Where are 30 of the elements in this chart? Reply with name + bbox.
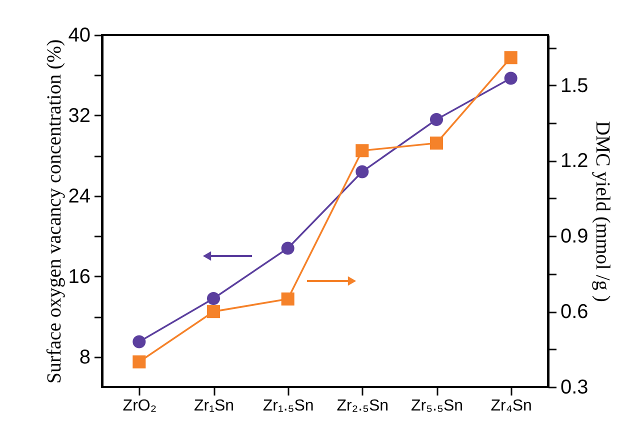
point [504,51,518,64]
point [206,292,220,306]
y2-axis-title: DMC yield (mmol /g ) [591,120,614,302]
y-axis-title: Surface oxygen vacancy concentration (%) [43,39,66,384]
point [504,72,518,85]
y-tick-label: 40 [68,24,90,46]
x-tick-label: Zr₅.₅Sn [410,398,464,414]
y-tick-label: 32 [68,104,90,127]
point [132,335,146,348]
point [356,165,369,178]
point [132,355,146,368]
point [206,305,220,318]
x-tick-label: Zr₁.₅Sn [262,398,314,414]
y2-tick-label: 1.5 [560,74,588,97]
y-tick-label: 16 [68,266,90,288]
x-tick-label: Zr₂.₅Sn [336,398,389,414]
point [430,136,444,150]
point [281,292,294,306]
x-tick-label: Zr₁Sn [194,398,234,414]
y-tick-label: 8 [79,346,90,368]
y2-tick-label: 1.2 [560,150,588,172]
y-tick-label: 24 [68,185,90,208]
point [356,144,369,158]
x-tick-label: Zr₄Sn [490,398,532,414]
y2-tick-label: 0.9 [560,226,588,248]
y2-tick-label: 0.3 [560,376,588,398]
point [281,242,294,255]
x-tick-label: ZrO₂ [122,398,157,414]
y2-tick-label: 0.6 [560,301,588,324]
point [430,112,444,126]
